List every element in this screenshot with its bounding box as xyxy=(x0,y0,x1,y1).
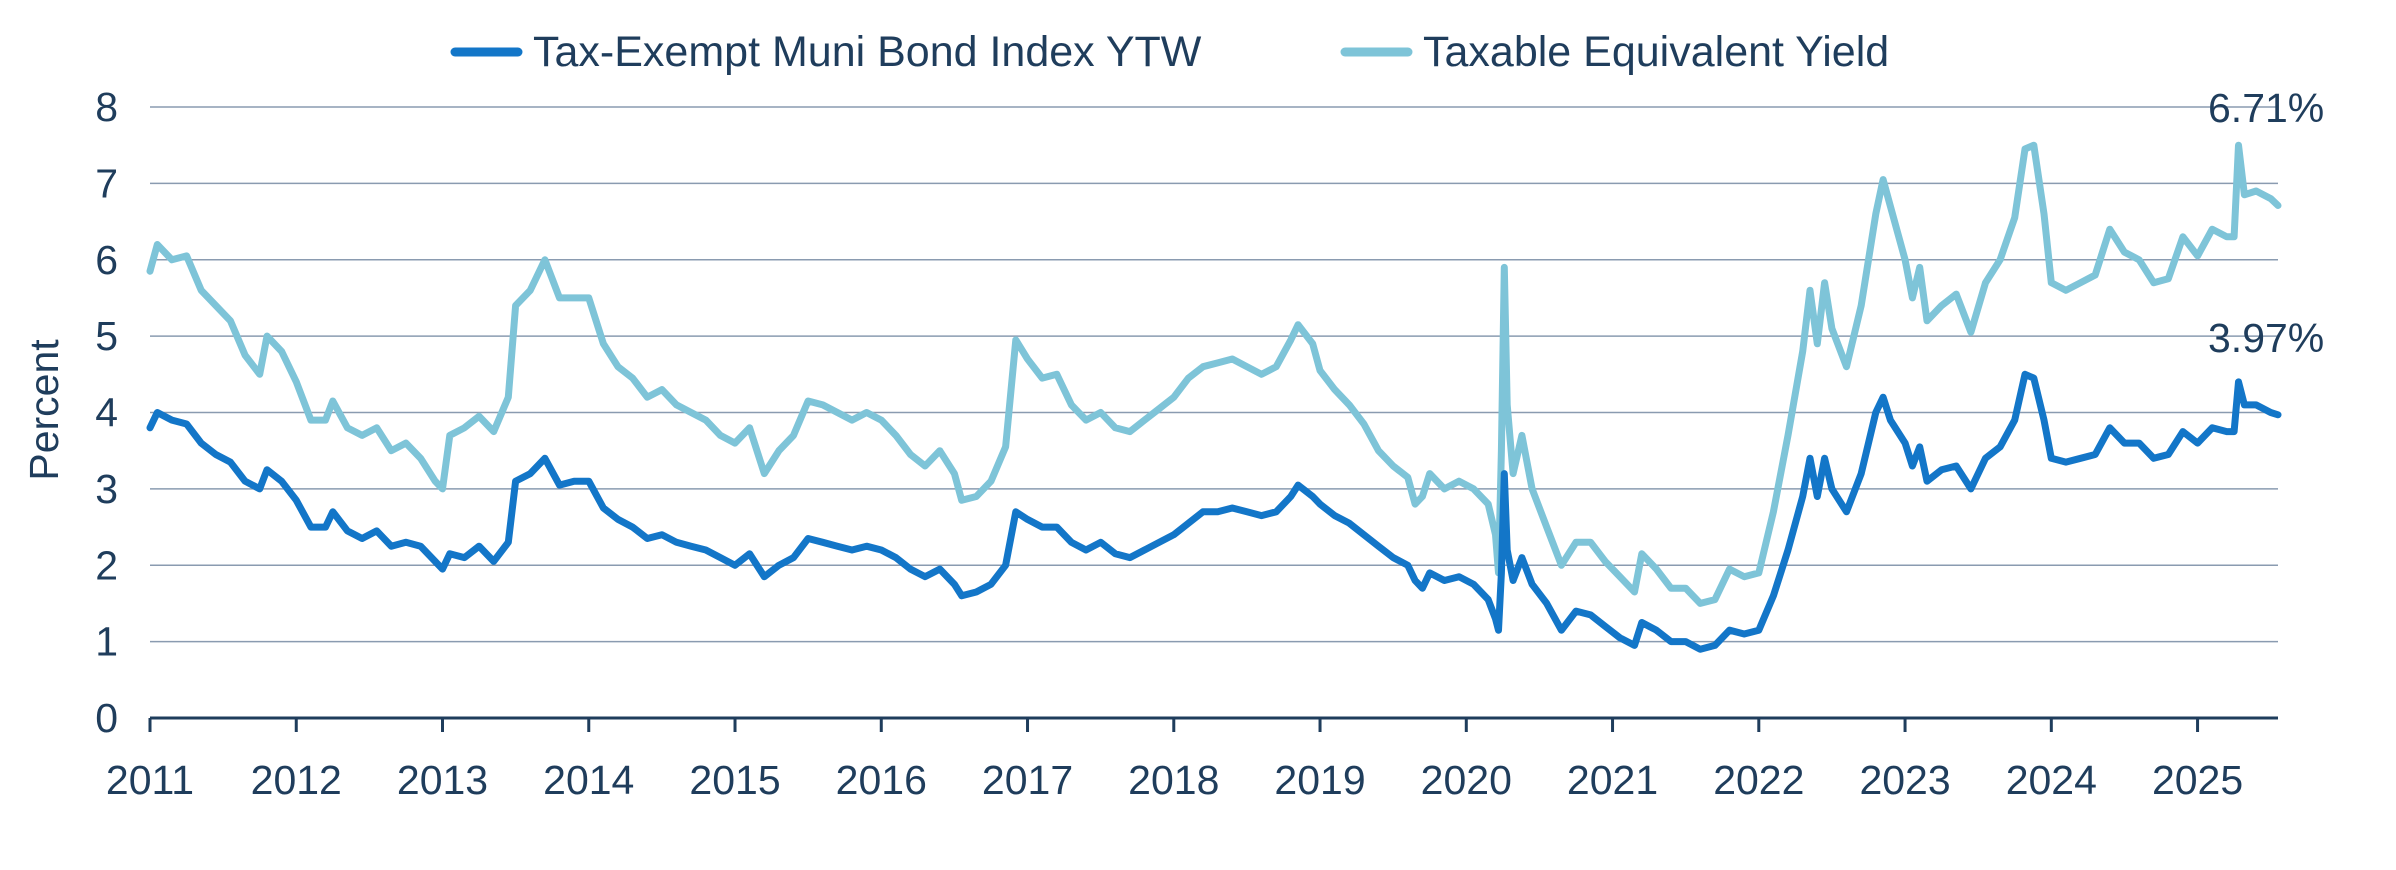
x-tick-label: 2011 xyxy=(106,757,194,803)
x-tick-label: 2020 xyxy=(1421,757,1512,803)
gridlines: 0 1 2 3 4 5 6 7 8 xyxy=(95,84,2278,741)
series-lines xyxy=(146,141,2282,653)
x-tick-label: 2025 xyxy=(2152,757,2243,803)
x-tick-label: 2016 xyxy=(836,757,927,803)
y-tick-label: 1 xyxy=(95,619,118,665)
y-tick-label: 2 xyxy=(95,542,118,588)
x-tick-label: 2019 xyxy=(1274,757,1365,803)
annotation-muni-last-value: 3.97% xyxy=(2208,315,2324,361)
series-line-muni xyxy=(146,370,2282,653)
y-tick-label: 6 xyxy=(95,237,118,283)
x-tick-label: 2012 xyxy=(251,757,342,803)
annotation-taxable-last-value: 6.71% xyxy=(2208,85,2324,131)
series-line-taxable xyxy=(146,141,2282,607)
y-tick-label: 5 xyxy=(95,313,118,359)
y-tick-label: 3 xyxy=(95,466,118,512)
y-tick-label: 4 xyxy=(95,390,118,436)
y-tick-label: 7 xyxy=(95,160,118,206)
legend: Tax-Exempt Muni Bond Index YTW Taxable E… xyxy=(450,28,1889,76)
x-tick-label: 2023 xyxy=(1859,757,1950,803)
x-axis: 2011 2012 2013 2014 2015 2016 2017 2018 2019 2020… xyxy=(106,716,2278,803)
legend-label-taxable: Taxable Equivalent Yield xyxy=(1423,28,1889,76)
x-tick-label: 2017 xyxy=(982,757,1073,803)
legend-label-muni: Tax-Exempt Muni Bond Index YTW xyxy=(533,28,1202,76)
y-tick-label: 0 xyxy=(95,695,118,741)
x-tick-label: 2021 xyxy=(1567,757,1658,803)
x-tick-label: 2018 xyxy=(1128,757,1219,803)
x-tick-label: 2013 xyxy=(397,757,488,803)
x-tick-label: 2015 xyxy=(689,757,780,803)
x-tick-label: 2024 xyxy=(2006,757,2097,803)
y-tick-label: 8 xyxy=(95,84,118,130)
x-tick-label: 2022 xyxy=(1713,757,1804,803)
y-axis-label: Percent xyxy=(21,339,67,481)
x-tick-label: 2014 xyxy=(543,757,634,803)
